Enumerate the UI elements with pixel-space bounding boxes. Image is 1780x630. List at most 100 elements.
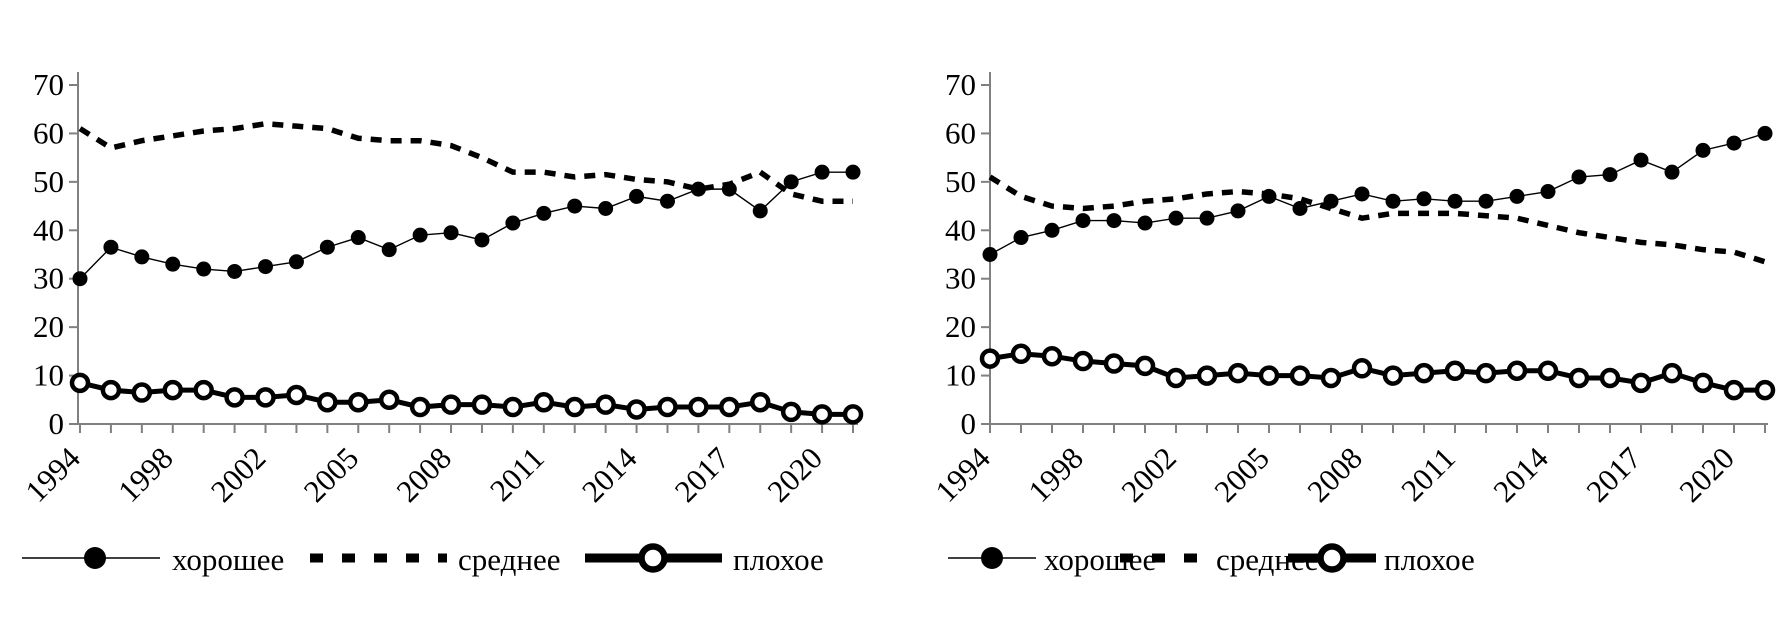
series-bad-marker (409, 396, 431, 418)
series-bad-marker (1599, 367, 1621, 389)
series-bad-marker (719, 396, 740, 418)
legend-good-marker-icon (981, 547, 1003, 569)
series-bad-marker (1196, 365, 1218, 386)
series-bad-marker (1754, 379, 1776, 401)
legend-label-bad: плохое (1384, 542, 1475, 577)
y-axis-tick-label: 70 (33, 67, 64, 102)
y-axis-tick-label: 40 (33, 212, 64, 247)
series-good-line (989, 132, 1766, 256)
x-axis-tick-label: 2008 (1300, 440, 1369, 509)
x-axis-tick-label: 2017 (1579, 440, 1648, 509)
series-good-marker (1571, 169, 1587, 185)
legend-good-marker-icon (84, 547, 106, 569)
series-bad-marker (131, 382, 153, 403)
series-bad-marker (1382, 365, 1404, 386)
series-bad-marker (378, 389, 400, 411)
x-axis-tick-label: 2005 (297, 440, 366, 509)
y-axis-tick-label: 0 (961, 406, 977, 441)
x-axis-tick-label: 1998 (1021, 440, 1090, 509)
series-good-line (79, 171, 853, 280)
series-good-marker (783, 174, 799, 190)
series-bad-marker (811, 404, 833, 425)
series-bad-marker (533, 391, 555, 413)
series-bad-marker (1568, 367, 1590, 389)
series-bad-marker (626, 399, 647, 420)
y-axis-tick-label: 20 (945, 309, 976, 344)
x-axis-tick-label: 2005 (1207, 440, 1276, 509)
series-bad-marker (1134, 355, 1156, 377)
series-good-marker (1540, 184, 1556, 200)
series-bad-marker (1506, 360, 1528, 381)
chart-right: 0 10 20 30 40 50 60 70 1994 1998 2002 2005 2008 2011 2… (928, 67, 1776, 577)
series-bad-marker (440, 394, 462, 415)
series-good-marker (1726, 135, 1742, 151)
series-bad-marker (1041, 345, 1063, 367)
series-good-marker (567, 198, 583, 214)
series-bad-marker (1289, 365, 1311, 386)
series-bad-marker (1537, 360, 1559, 381)
series-bad-marker (1413, 362, 1435, 384)
series-good-marker (1509, 188, 1525, 204)
series-good-marker (412, 227, 428, 243)
series-bad-marker (1444, 360, 1466, 381)
series-bad-marker (224, 387, 245, 408)
series-bad-marker (1475, 362, 1497, 384)
legend-label-good: хорошее (1044, 542, 1156, 577)
x-axis-tick-label: 2008 (389, 440, 458, 509)
series-bad-marker (1072, 350, 1094, 372)
series-good-marker (1013, 230, 1029, 246)
series-avg-line (988, 174, 1766, 265)
series-good-marker (258, 259, 274, 275)
series-good-marker (1385, 193, 1401, 209)
x-axis-tick-label: 2014 (575, 440, 644, 509)
series-good-marker (103, 239, 119, 255)
x-axis-tick-label: 2011 (483, 440, 551, 508)
series-bad-marker (471, 394, 493, 415)
legend-label-avg: среднее (458, 542, 561, 577)
series-good-marker (1075, 213, 1091, 229)
series-bad-marker (1320, 367, 1342, 389)
series-bad-marker (193, 379, 214, 401)
series-good-marker (1416, 191, 1432, 207)
series-bad-marker (100, 379, 122, 401)
x-axis-tick-label: 2002 (1114, 440, 1183, 509)
y-axis-tick-label: 70 (945, 67, 976, 102)
series-good-marker (1199, 210, 1215, 226)
series-good-marker (288, 254, 304, 270)
y-axis-tick-label: 0 (49, 406, 65, 441)
series-good-marker (165, 256, 181, 272)
x-axis-tick-label: 2020 (760, 440, 829, 509)
series-bad-marker (1692, 372, 1714, 394)
series-good-marker (1168, 210, 1184, 226)
series-good-marker (1230, 203, 1246, 219)
series-good-marker (982, 247, 998, 262)
legend-bad-marker-icon (638, 543, 668, 573)
series-bad-marker (979, 348, 1001, 369)
x-axis-tick-label: 2002 (204, 440, 273, 509)
series-bad-marker (780, 401, 802, 423)
series-good-marker (505, 215, 521, 231)
series-good-marker (1261, 188, 1277, 204)
y-axis-tick-label: 60 (33, 115, 64, 150)
y-axis-tick-label: 50 (945, 164, 976, 199)
series-good-marker (1695, 142, 1711, 158)
series-good-marker (134, 249, 150, 265)
series-bad-marker (657, 396, 678, 418)
series-good-marker (319, 239, 335, 255)
series-good-marker (443, 225, 459, 241)
series-good-marker (227, 263, 243, 279)
y-axis-tick-label: 20 (33, 309, 64, 344)
series-good-marker (474, 232, 490, 248)
series-good-marker (72, 271, 88, 287)
series-bad-marker (1630, 372, 1652, 394)
series-bad-marker (1661, 362, 1683, 384)
series-good-marker (1447, 193, 1463, 209)
series-good-marker (1323, 193, 1339, 209)
series-good-marker (659, 193, 675, 209)
x-axis-tick-label: 1994 (928, 440, 997, 509)
legend-label-good: хорошее (172, 542, 284, 577)
series-good-marker (845, 164, 861, 180)
legend-bad-marker-icon (1317, 543, 1347, 573)
series-good-marker (536, 205, 552, 221)
